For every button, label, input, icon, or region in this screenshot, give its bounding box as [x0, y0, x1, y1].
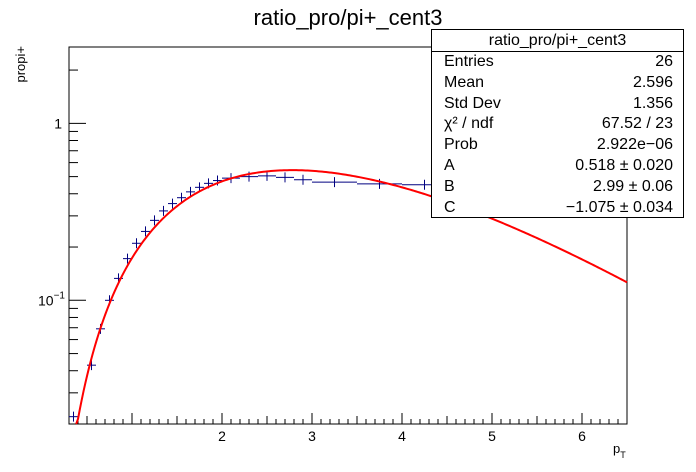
stats-row-label: B	[444, 177, 455, 195]
x-tick-label: 4	[398, 428, 406, 444]
data-point	[141, 226, 150, 237]
stats-row: χ² / ndf 67.52 / 23	[432, 114, 683, 135]
stats-row-value: 1.356	[632, 94, 673, 112]
stats-row-label: Std Dev	[444, 94, 501, 112]
stats-row-value: 2.596	[632, 73, 673, 91]
y-tick-label: 1	[54, 115, 62, 131]
stats-row-label: Prob	[444, 136, 478, 154]
stats-row-label: Entries	[444, 53, 494, 70]
stats-row: Prob 2.922e−06	[432, 135, 683, 156]
stats-row-label: C	[444, 198, 456, 216]
axis-ticks: 2 3 4 5 6 10−1 1	[38, 69, 628, 444]
data-point	[150, 215, 159, 226]
stats-rows: Entries 26 Mean 2.596 Std Dev 1.356 χ² / ndf 67…	[432, 52, 683, 218]
data-point	[258, 170, 276, 181]
data-point	[312, 177, 357, 188]
stats-row: A 0.518 ± 0.020	[432, 156, 683, 177]
stats-row-value: 2.99 ± 0.06	[593, 177, 673, 195]
stats-row: Mean 2.596	[432, 73, 683, 94]
data-marks	[69, 170, 447, 422]
data-point	[132, 238, 141, 249]
data-point	[276, 172, 294, 183]
fit-curve	[75, 169, 628, 425]
data-point	[69, 411, 78, 422]
stats-row-label: A	[444, 156, 455, 174]
data-point	[294, 174, 312, 185]
x-tick-label: 2	[218, 428, 226, 444]
axis-labels: pT propi+	[13, 46, 626, 460]
stats-box: ratio_pro/pi+_cent3 Entries 26 Mean 2.596 St…	[431, 29, 684, 218]
stats-row: C −1.075 ± 0.034	[432, 198, 683, 219]
x-tick-label: 5	[488, 428, 496, 444]
stats-row-value: 26	[655, 53, 673, 70]
data-point	[177, 192, 186, 203]
fit-curve-group	[75, 169, 628, 425]
chart-title: ratio_pro/pi+_cent3	[254, 5, 443, 30]
data-point	[357, 178, 402, 189]
stats-row-label: χ² / ndf	[444, 115, 494, 133]
stats-row: Std Dev 1.356	[432, 94, 683, 115]
stats-row-value: −1.075 ± 0.034	[565, 198, 673, 216]
data-point	[159, 205, 168, 216]
stats-row-value: 2.922e−06	[596, 136, 673, 154]
y-tick-label: 10−1	[38, 290, 65, 308]
stats-row-label: Mean	[444, 73, 485, 91]
stats-row: Entries 26	[432, 52, 683, 73]
data-point	[186, 186, 195, 197]
x-tick-label: 3	[308, 428, 316, 444]
y-axis-label: propi+	[13, 46, 28, 83]
stats-box-title: ratio_pro/pi+_cent3	[432, 30, 683, 52]
stats-row-value: 0.518 ± 0.020	[575, 156, 673, 174]
data-point	[168, 198, 177, 209]
stats-row-value: 67.52 / 23	[601, 115, 673, 133]
x-axis-label: pT	[613, 441, 626, 460]
x-tick-label: 6	[578, 428, 586, 444]
stats-row: B 2.99 ± 0.06	[432, 177, 683, 198]
